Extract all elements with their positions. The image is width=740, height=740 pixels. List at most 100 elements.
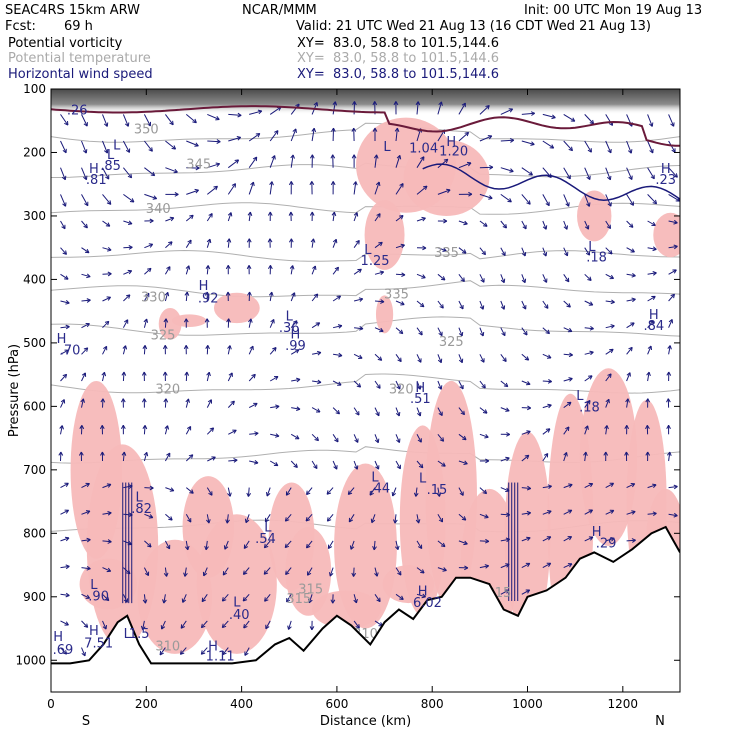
wind-vector-head xyxy=(463,540,468,546)
wind-vector-head xyxy=(421,216,426,222)
wind-vector xyxy=(521,300,527,310)
wind-vector-head xyxy=(484,564,490,569)
wind-vector-head xyxy=(587,276,592,281)
wind-vector-head xyxy=(482,409,488,414)
wind-vector-head xyxy=(567,327,573,333)
wind-vector xyxy=(224,540,229,550)
wind-vector-head xyxy=(146,267,152,273)
wind-vector xyxy=(479,135,492,142)
wind-vector xyxy=(311,460,318,469)
wind-vector-head xyxy=(585,251,591,256)
wind-vector-head xyxy=(466,161,472,167)
wind-vector xyxy=(416,540,423,549)
wind-vector xyxy=(227,159,239,169)
wind-vector xyxy=(185,487,194,494)
wind-vector-head xyxy=(542,252,548,257)
wind-vector-head xyxy=(394,127,400,132)
wind-vector-head xyxy=(313,464,318,470)
wind-vector xyxy=(563,509,573,515)
wind-vector-head xyxy=(315,322,321,327)
wind-vector-head xyxy=(213,185,218,191)
wind-vector xyxy=(353,181,357,195)
wind-vector xyxy=(227,400,235,408)
wind-vector xyxy=(647,194,657,205)
wind-vector xyxy=(265,620,271,630)
wind-vector-head xyxy=(525,562,531,568)
wind-vector-head xyxy=(296,406,301,411)
wind-vector xyxy=(542,453,549,462)
wind-vector-head xyxy=(81,372,87,377)
wind-vector xyxy=(521,430,531,435)
wind-vector xyxy=(102,114,108,127)
plot-frame xyxy=(50,88,681,693)
wind-vector-head xyxy=(310,238,316,243)
wind-vector xyxy=(311,128,315,142)
wind-vector-head xyxy=(349,545,355,550)
wind-vector xyxy=(395,540,399,550)
wind-vector xyxy=(395,380,401,390)
wind-vector-head xyxy=(169,487,175,492)
wind-vector xyxy=(165,167,178,173)
wind-vector xyxy=(500,274,505,283)
wind-vector xyxy=(437,540,446,547)
wind-vector xyxy=(143,114,151,127)
wind-vector xyxy=(206,185,218,195)
wind-vector xyxy=(102,567,111,572)
extreme-value: .90 xyxy=(88,590,109,605)
wind-vector xyxy=(227,487,231,497)
wind-vector-head xyxy=(169,120,174,126)
wind-vector-head xyxy=(500,305,506,310)
wind-vector xyxy=(123,485,133,489)
wind-vector-head xyxy=(106,296,111,301)
wind-vector xyxy=(500,247,506,256)
wind-vector-head xyxy=(400,301,405,306)
wind-vector-head xyxy=(416,411,422,417)
wind-vector-head xyxy=(332,238,338,244)
wind-vector xyxy=(458,380,464,390)
wind-vector-head xyxy=(204,318,210,323)
extreme-value: .82 xyxy=(131,502,152,517)
pv-shading xyxy=(213,292,260,324)
wind-vector-head xyxy=(509,168,514,173)
wind-vector xyxy=(353,268,362,275)
wind-vector-head xyxy=(464,131,470,137)
wind-vector xyxy=(102,220,111,227)
wind-vector xyxy=(626,322,635,329)
wind-vector-head xyxy=(166,266,171,271)
wind-vector xyxy=(626,483,635,489)
wind-vector xyxy=(143,292,150,302)
wind-vector-head xyxy=(192,118,197,124)
wind-vector xyxy=(353,407,360,416)
endpoint-right: N xyxy=(655,714,665,729)
wind-vector-head xyxy=(313,102,318,107)
wind-vector xyxy=(143,318,148,328)
wind-vector-head xyxy=(142,345,148,350)
wind-vector xyxy=(605,399,610,408)
wind-vector xyxy=(102,346,108,355)
wind-vector-head xyxy=(330,599,336,604)
wind-vector-head xyxy=(673,219,678,225)
wind-vector-head xyxy=(607,373,612,378)
wind-vector xyxy=(626,398,629,408)
extreme-marker-l: L xyxy=(576,389,584,404)
wind-vector xyxy=(374,300,385,303)
wind-vector-head xyxy=(646,371,651,377)
wind-vector xyxy=(245,514,250,523)
wind-vector-head xyxy=(225,265,231,270)
wind-vector xyxy=(500,167,514,172)
wind-vector xyxy=(584,167,591,180)
wind-vector-head xyxy=(652,511,657,517)
wind-vector xyxy=(269,155,276,168)
wind-vector xyxy=(374,181,380,195)
wind-vector xyxy=(415,487,418,497)
wind-vector-head xyxy=(396,464,401,470)
wind-vector xyxy=(311,407,321,413)
wind-vector-head xyxy=(334,266,339,272)
wind-vector-head xyxy=(194,142,199,147)
wind-vector-head xyxy=(80,398,85,403)
wind-vector-head xyxy=(353,465,359,470)
wind-vector xyxy=(521,537,531,542)
wind-vector-head xyxy=(266,492,271,497)
wind-vector xyxy=(143,345,146,355)
pv-shading xyxy=(158,307,182,340)
